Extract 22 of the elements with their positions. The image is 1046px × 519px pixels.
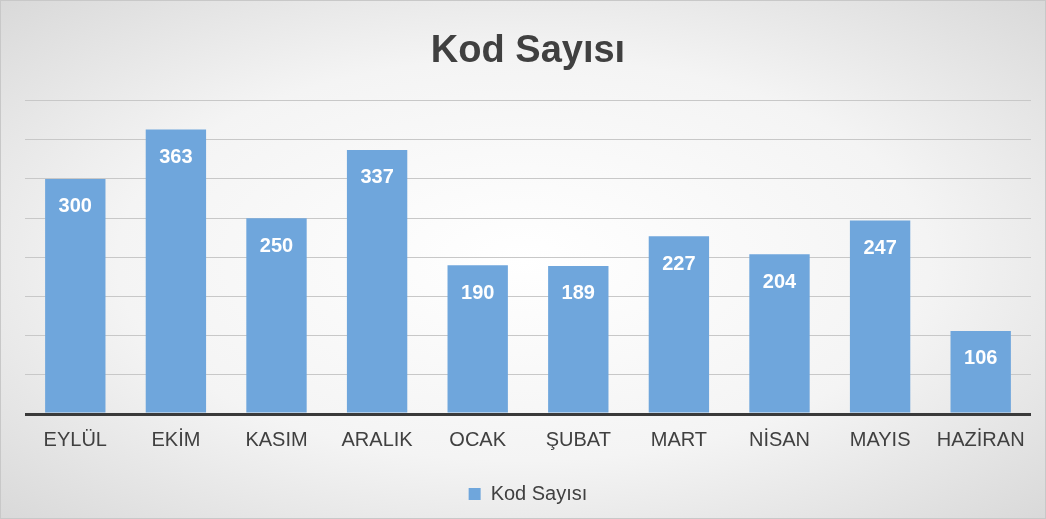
- legend-label: Kod Sayısı: [490, 481, 588, 504]
- x-tick-label: MART: [650, 427, 708, 450]
- x-tick-label: ARALIK: [341, 427, 414, 450]
- x-tick-label: KASIM: [245, 427, 308, 450]
- data-label: 106: [964, 346, 998, 369]
- data-label: 300: [58, 194, 92, 217]
- data-label: 363: [159, 145, 193, 168]
- x-tick-label: HAZİRAN: [936, 427, 1025, 450]
- data-label: 190: [461, 280, 495, 303]
- x-tick-label: NİSAN: [748, 427, 811, 450]
- data-label: 189: [561, 281, 595, 304]
- data-label: 227: [662, 251, 696, 274]
- data-label: 204: [762, 269, 798, 292]
- x-tick-label: EYLÜL: [43, 427, 107, 450]
- data-label: 337: [360, 165, 394, 188]
- x-tick-label: MAYIS: [849, 427, 911, 450]
- data-label: 247: [863, 235, 897, 258]
- chart-title: Kod Sayısı: [430, 28, 626, 71]
- x-tick-label: EKİM: [151, 427, 201, 450]
- data-label: 250: [259, 233, 294, 256]
- x-tick-label: OCAK: [449, 427, 507, 450]
- x-tick-label: ŞUBAT: [545, 427, 611, 450]
